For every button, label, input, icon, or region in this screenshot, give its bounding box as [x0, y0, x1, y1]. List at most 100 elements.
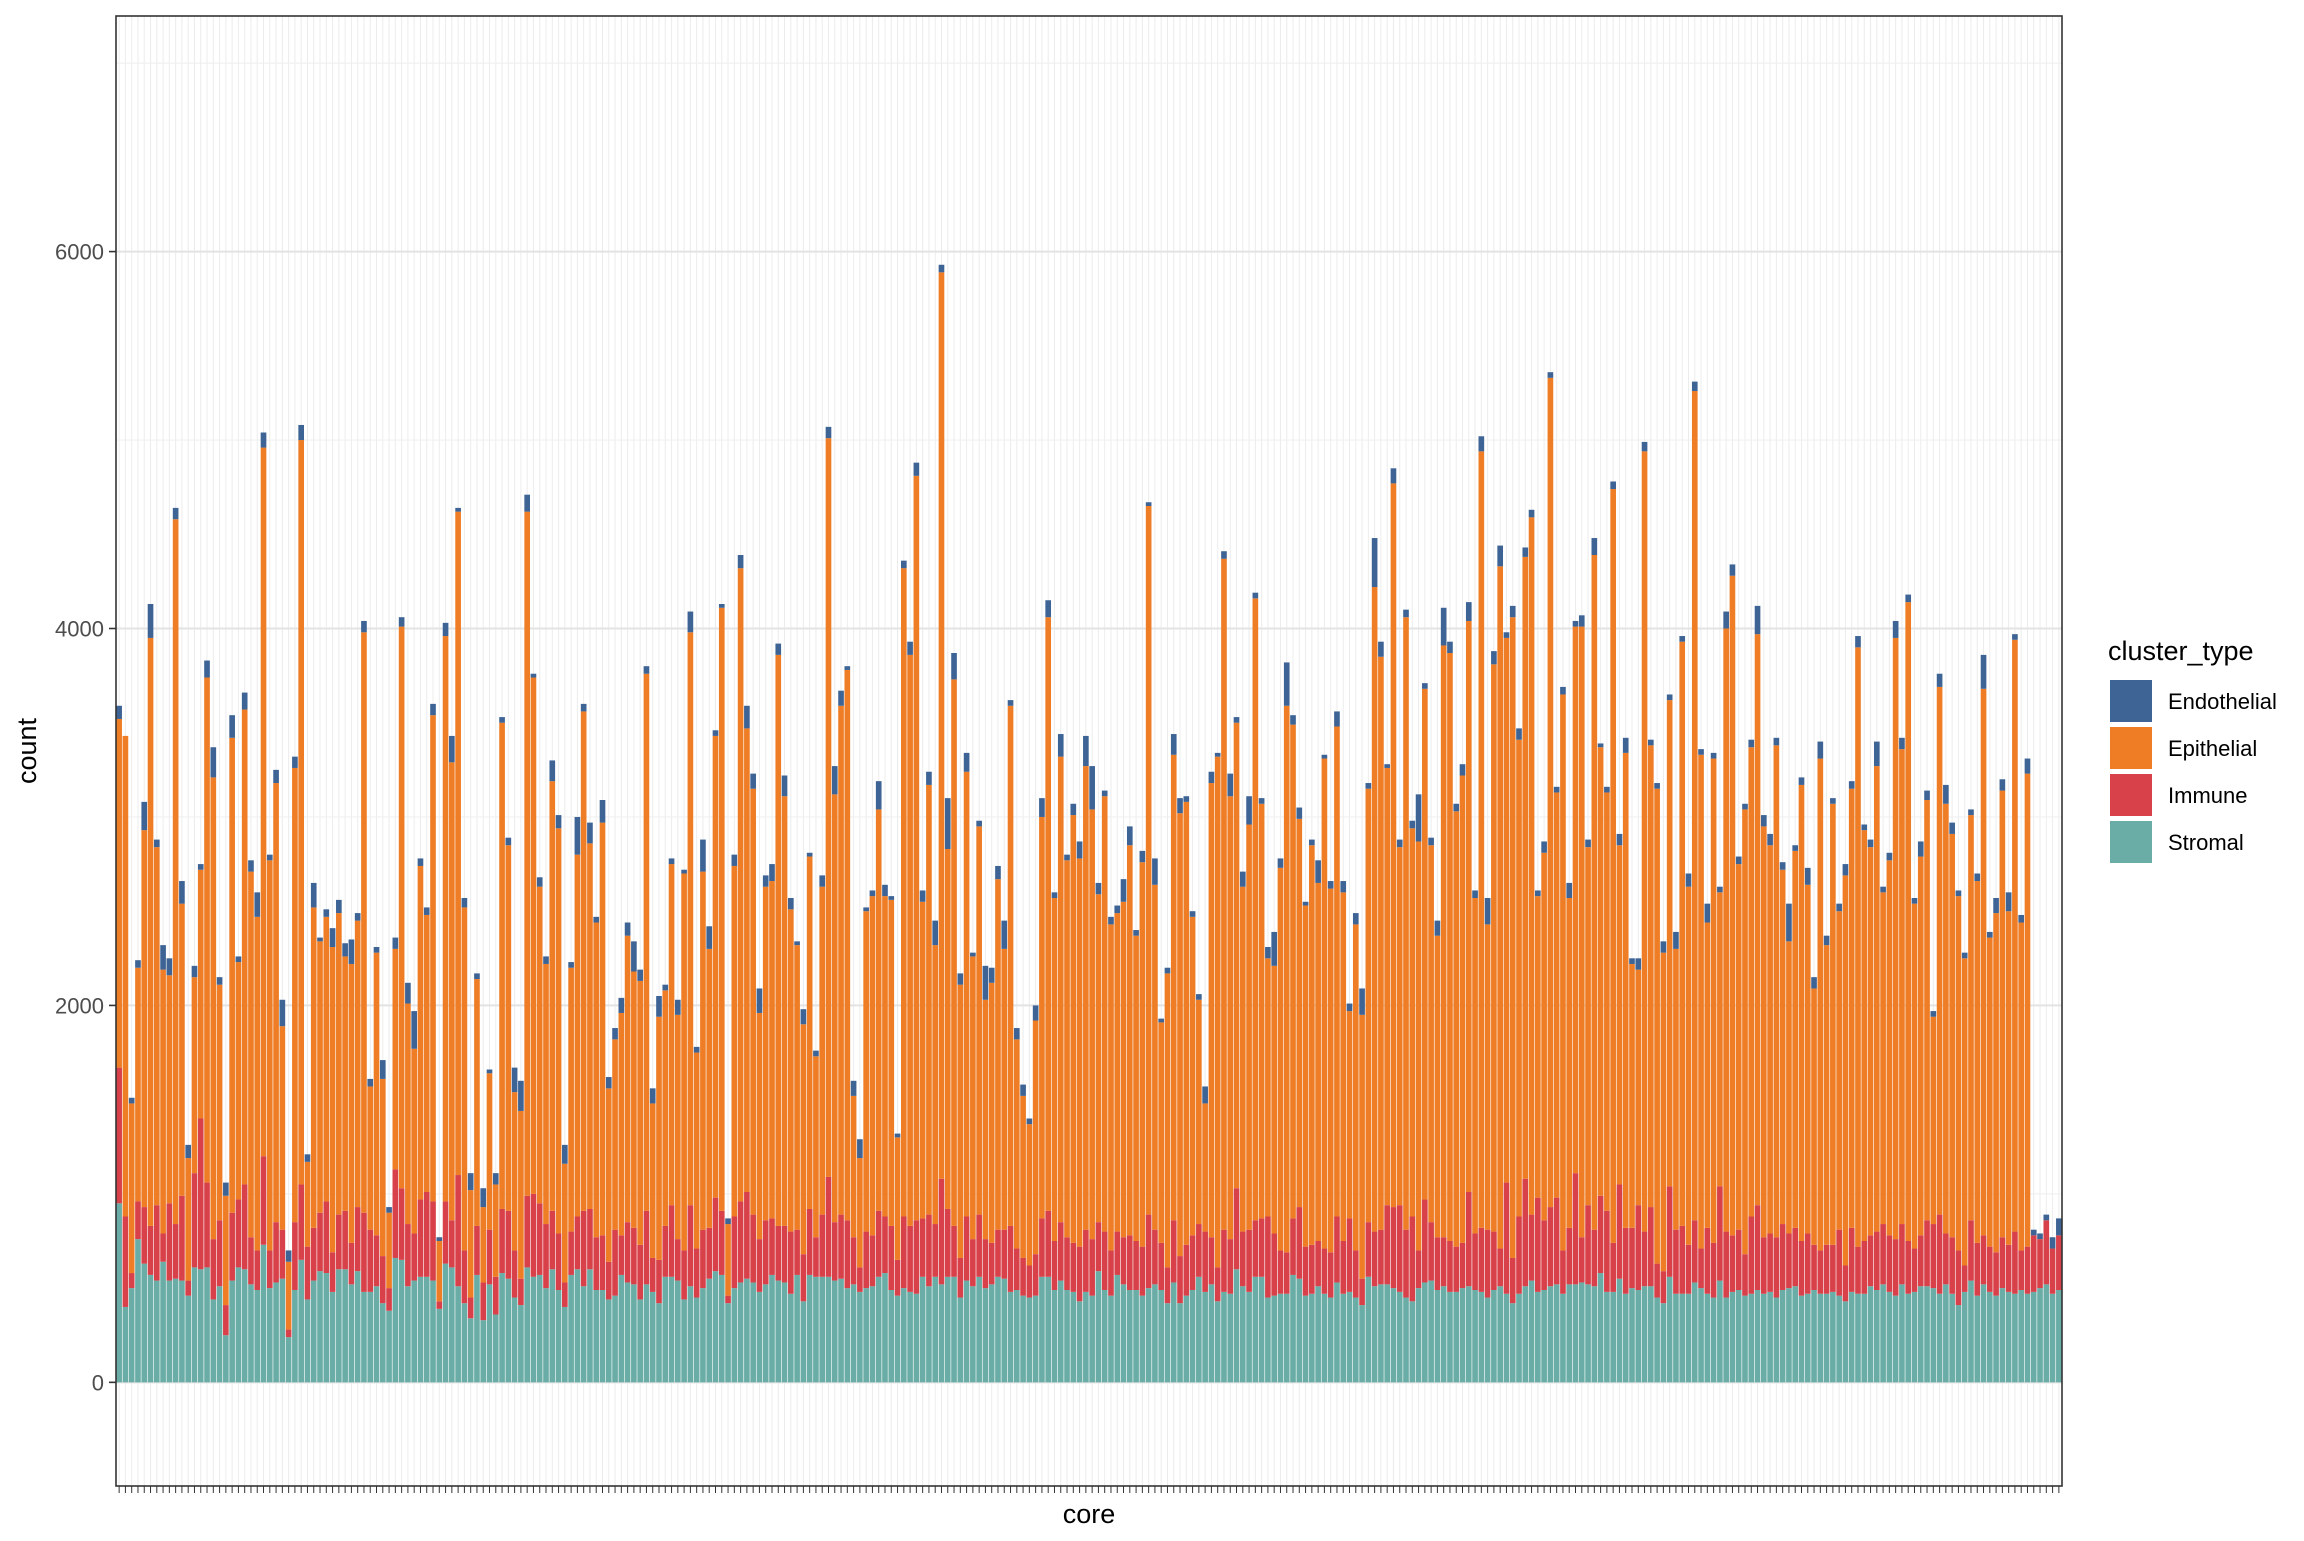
bar-segment-epithelial — [919, 901, 926, 1219]
bar-segment-epithelial — [1340, 892, 1347, 1241]
bar-segment-endothelial — [1108, 916, 1114, 925]
bar-stack — [1221, 551, 1227, 1383]
bar-segment-epithelial — [1465, 620, 1472, 1192]
bar-stack — [744, 705, 750, 1383]
bar-segment-immune — [235, 1199, 242, 1268]
bar-segment-endothelial — [593, 916, 600, 923]
bar-segment-endothelial — [2030, 1229, 2037, 1236]
bar-segment-stromal — [1152, 1284, 1158, 1383]
bar-segment-epithelial — [1384, 767, 1390, 1206]
bar-segment-stromal — [536, 1274, 543, 1383]
bar-segment-epithelial — [1754, 634, 1761, 1206]
bar-segment-epithelial — [179, 903, 185, 1196]
bar-segment-endothelial — [888, 896, 895, 900]
bar-segment-epithelial — [1101, 796, 1108, 1232]
bar-segment-epithelial — [1133, 935, 1139, 1241]
bar-stack — [668, 858, 675, 1383]
bar-stack — [794, 941, 800, 1383]
bar-segment-endothelial — [1214, 752, 1221, 757]
bar-segment-endothelial — [1277, 858, 1284, 868]
bar-segment-endothelial — [1026, 1118, 1033, 1125]
bar-segment-stromal — [605, 1299, 612, 1383]
bar-segment-epithelial — [1346, 1011, 1353, 1219]
bar-segment-epithelial — [1591, 555, 1598, 1230]
bar-segment-stromal — [1447, 1291, 1453, 1383]
legend-label-epithelial: Epithelial — [2168, 736, 2257, 761]
bar-segment-epithelial — [1742, 809, 1748, 1255]
bar-stack — [1365, 783, 1372, 1383]
bar-segment-endothelial — [141, 801, 148, 831]
bar-segment-stromal — [2049, 1293, 2056, 1383]
bar-segment-stromal — [1830, 1291, 1836, 1383]
bar-stack — [643, 666, 650, 1383]
bar-segment-endothelial — [1761, 815, 1767, 827]
bar-segment-stromal — [926, 1286, 932, 1383]
bar-segment-epithelial — [1359, 1014, 1365, 1279]
bar-segment-endothelial — [1384, 764, 1390, 768]
bar-segment-endothelial — [574, 816, 581, 855]
bar-segment-immune — [932, 1224, 939, 1277]
bar-segment-endothelial — [292, 756, 298, 768]
bar-stack — [411, 1011, 417, 1383]
bar-segment-immune — [1252, 1220, 1259, 1277]
bar-segment-stromal — [373, 1286, 380, 1383]
bar-stack — [1208, 771, 1215, 1383]
bar-segment-stromal — [279, 1278, 286, 1383]
bar-segment-epithelial — [298, 440, 305, 1185]
bar-segment-immune — [888, 1225, 895, 1290]
bar-segment-stromal — [1616, 1278, 1623, 1383]
bar-segment-epithelial — [656, 1016, 662, 1260]
bar-stack — [693, 1046, 700, 1383]
bar-segment-immune — [135, 1201, 141, 1240]
bar-segment-endothelial — [612, 1028, 618, 1040]
bar-segment-epithelial — [1767, 845, 1773, 1234]
bar-stack — [926, 771, 932, 1383]
bar-segment-stromal — [995, 1276, 1001, 1383]
bar-segment-immune — [1836, 1229, 1842, 1296]
bar-segment-endothelial — [1660, 941, 1667, 953]
bar-segment-endothelial — [1754, 605, 1761, 635]
bar-segment-epithelial — [1258, 803, 1265, 1219]
bar-segment-stromal — [919, 1276, 926, 1383]
bar-segment-endothelial — [304, 1154, 311, 1162]
bar-stack — [1428, 837, 1434, 1383]
bar-segment-epithelial — [1371, 587, 1378, 1232]
bar-segment-epithelial — [1089, 809, 1095, 1240]
bar-segment-immune — [643, 1210, 650, 1285]
bar-stack — [1422, 683, 1428, 1383]
bar-stack — [210, 747, 217, 1383]
bar-segment-immune — [1158, 1242, 1165, 1290]
bar-segment-endothelial — [1691, 381, 1698, 392]
bar-segment-epithelial — [304, 1161, 311, 1247]
bar-segment-endothelial — [229, 715, 235, 738]
bar-segment-stromal — [1309, 1293, 1315, 1383]
bar-segment-stromal — [1221, 1291, 1227, 1383]
bar-segment-epithelial — [172, 519, 179, 1225]
bar-segment-epithelial — [605, 1088, 612, 1262]
bar-stack — [1817, 741, 1824, 1383]
bar-segment-stromal — [2056, 1290, 2062, 1383]
bar-stack — [524, 494, 530, 1383]
bar-segment-immune — [1309, 1244, 1315, 1294]
bar-segment-stromal — [1955, 1305, 1962, 1383]
bar-segment-stromal — [593, 1290, 600, 1383]
bar-segment-immune — [995, 1229, 1001, 1277]
bar-stack — [982, 965, 989, 1383]
bar-segment-endothelial — [1867, 839, 1874, 848]
bar-segment-immune — [813, 1237, 819, 1277]
bar-stack — [1057, 734, 1064, 1383]
bar-segment-immune — [185, 1280, 192, 1296]
bar-segment-stromal — [700, 1288, 706, 1383]
bar-segment-endothelial — [1729, 564, 1736, 576]
bar-segment-endothelial — [1735, 856, 1742, 865]
bar-stack — [1968, 809, 1974, 1383]
bar-segment-endothelial — [1208, 771, 1215, 784]
bar-segment-epithelial — [1271, 965, 1278, 1234]
bar-stack — [1654, 783, 1660, 1383]
bar-segment-endothelial — [1610, 481, 1616, 490]
bar-segment-stromal — [367, 1291, 374, 1383]
bar-segment-epithelial — [442, 636, 449, 1202]
bar-segment-stromal — [1917, 1286, 1924, 1383]
bar-segment-stromal — [216, 1286, 223, 1383]
bar-stack — [762, 875, 769, 1383]
